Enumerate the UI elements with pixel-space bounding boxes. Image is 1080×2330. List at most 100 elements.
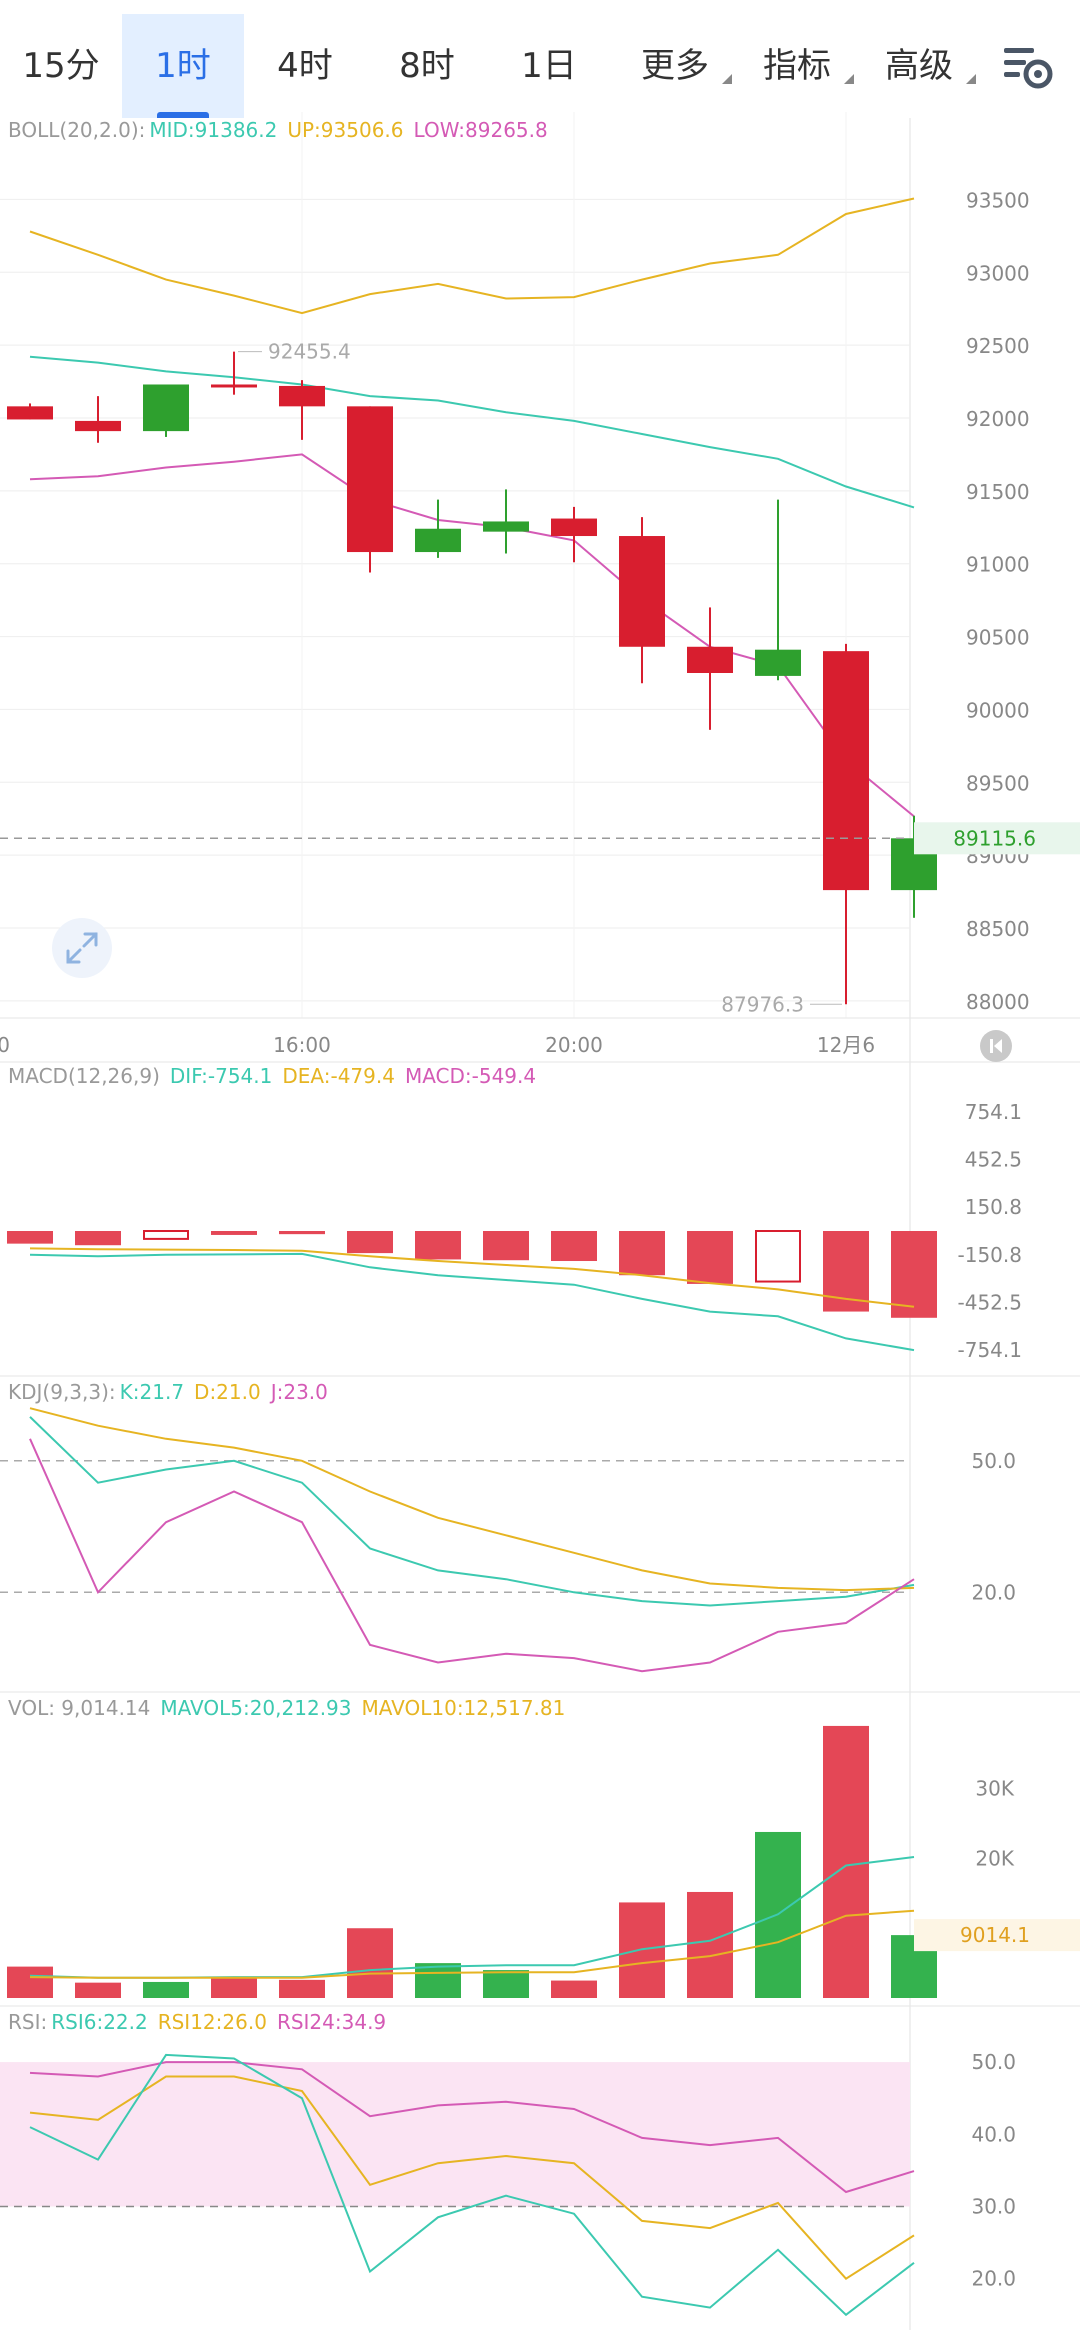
macd-hist-bar xyxy=(415,1231,461,1260)
chart-settings-icon[interactable] xyxy=(1000,40,1056,96)
volume-bar xyxy=(347,1928,393,1998)
kdj-legend: KDJ(9,3,3): K:21.7 D:21.0 J:23.0 xyxy=(8,1380,338,1404)
macd-y-tick-label: -754.1 xyxy=(958,1338,1022,1362)
main-y-tick-label: 90000 xyxy=(966,698,1030,722)
dropdown-triangle-icon xyxy=(722,74,732,84)
vol-y-tick-label: 20K xyxy=(975,1846,1014,1870)
boll-lower-line xyxy=(29,453,915,818)
boll-mid-line xyxy=(29,355,915,509)
macd-y-tick-label: -150.8 xyxy=(958,1243,1022,1267)
volume-bar xyxy=(687,1891,733,1998)
macd-dif-line xyxy=(29,1252,915,1352)
rsi12-line xyxy=(29,2075,915,2280)
candle-body xyxy=(755,649,801,676)
volume-bar xyxy=(211,1977,257,1998)
vol-legend-name: VOL: 9,014.14 xyxy=(8,1696,151,1720)
macd-dea-value: DEA:-479.4 xyxy=(282,1064,395,1088)
main-y-tick-label: 92000 xyxy=(966,407,1030,431)
volume-bar xyxy=(551,1980,597,1998)
macd-hist-bar xyxy=(7,1231,53,1244)
boll-low-value: LOW:89265.8 xyxy=(413,118,548,142)
macd-hist-bar xyxy=(551,1231,597,1262)
active-tab-indicator xyxy=(157,112,209,118)
main-y-tick-label: 91000 xyxy=(966,553,1030,577)
candle-body xyxy=(347,406,393,553)
macd-hist-bar xyxy=(687,1231,733,1284)
tab-4h[interactable]: 4时 xyxy=(244,14,366,118)
tab-label: 1日 xyxy=(521,46,577,86)
tab-label: 更多 xyxy=(641,46,709,86)
volume-bar xyxy=(7,1966,53,1998)
candle-body xyxy=(211,384,257,388)
dropdown-triangle-icon xyxy=(844,74,854,84)
macd-hist-bar xyxy=(483,1231,529,1261)
volume-bar xyxy=(483,1970,529,1998)
tab-label: 高级 xyxy=(885,46,953,86)
macd-y-tick-label: 452.5 xyxy=(965,1148,1022,1172)
candle-body xyxy=(279,385,325,407)
kdj-legend-name: KDJ(9,3,3): xyxy=(8,1380,116,1404)
main-y-tick-label: 90500 xyxy=(966,626,1030,650)
main-y-tick-label: 91500 xyxy=(966,480,1030,504)
tab-label: 8时 xyxy=(399,46,455,86)
rsi24-value: RSI24:34.9 xyxy=(276,2010,387,2034)
rsi12-value: RSI12:26.0 xyxy=(157,2010,267,2034)
boll-legend: BOLL(20,2.0): MID:91386.2 UP:93506.6 LOW:89… xyxy=(8,118,558,142)
macd-hist-bar xyxy=(143,1230,189,1240)
candle-body xyxy=(687,646,733,673)
macd-dif-value: DIF:-754.1 xyxy=(169,1064,273,1088)
vol-mavol10-value: MAVOL10:12,517.81 xyxy=(361,1696,566,1720)
rsi-y-tick-label: 20.0 xyxy=(971,2267,1016,2291)
tab-indicators[interactable]: 指标 xyxy=(742,14,854,118)
max-price-label: 92455.4 xyxy=(268,340,351,364)
boll-mid-value: MID:91386.2 xyxy=(149,118,278,142)
main-y-tick-label: 93500 xyxy=(966,188,1030,212)
rsi-y-tick-label: 50.0 xyxy=(971,2050,1016,2074)
macd-y-tick-label: 754.1 xyxy=(965,1100,1022,1124)
candle-body xyxy=(619,536,665,647)
kdj-k-value: K:21.7 xyxy=(119,1380,185,1404)
min-price-label: 87976.3 xyxy=(721,992,804,1016)
kdj-j-line xyxy=(29,1438,915,1673)
vol-legend: VOL: 9,014.14 MAVOL5:20,212.93 MAVOL10:12,… xyxy=(8,1696,575,1720)
tab-15min[interactable]: 15分 xyxy=(0,14,122,118)
candle-body xyxy=(551,518,597,537)
main-x-tick-label: 12月6 xyxy=(817,1033,875,1057)
rsi-band xyxy=(0,2062,910,2207)
candle-body xyxy=(143,384,189,432)
boll-legend-name: BOLL(20,2.0): xyxy=(8,118,146,142)
tab-1h[interactable]: 1时 xyxy=(122,14,244,118)
rsi24-line xyxy=(29,2061,915,2194)
mavol10-line xyxy=(29,1909,915,1979)
vol-y-tick-label: 30K xyxy=(975,1777,1014,1801)
back-to-latest-icon[interactable] xyxy=(980,1030,1012,1062)
macd-hist-bar xyxy=(347,1231,393,1254)
tab-1d[interactable]: 1日 xyxy=(488,14,610,118)
tab-label: 1时 xyxy=(155,46,211,86)
rsi-y-tick-label: 40.0 xyxy=(971,2122,1016,2146)
volume-tag xyxy=(914,1919,1080,1952)
main-y-tick-label: 93000 xyxy=(966,261,1030,285)
tab-more[interactable]: 更多 xyxy=(620,14,732,118)
volume-bar xyxy=(415,1963,461,1998)
macd-legend: MACD(12,26,9) DIF:-754.1 DEA:-479.4 MACD:-5… xyxy=(8,1064,546,1088)
tab-label: 15分 xyxy=(22,46,100,86)
boll-up-value: UP:93506.6 xyxy=(287,118,404,142)
macd-y-tick-label: 150.8 xyxy=(965,1195,1022,1219)
macd-hist-value: MACD:-549.4 xyxy=(404,1064,537,1088)
macd-hist-bar xyxy=(279,1231,325,1235)
main-y-tick-label: 88000 xyxy=(966,990,1030,1014)
tab-8h[interactable]: 8时 xyxy=(366,14,488,118)
vol-mavol5-value: MAVOL5:20,212.93 xyxy=(160,1696,352,1720)
main-y-tick-label: 92500 xyxy=(966,334,1030,358)
tab-advanced[interactable]: 高级 xyxy=(864,14,976,118)
last-price-tag-label: 89115.6 xyxy=(953,826,1036,850)
volume-bar xyxy=(75,1982,121,1998)
rsi6-line xyxy=(29,2053,915,2317)
main-x-tick-label: 20:00 xyxy=(545,1033,603,1057)
kdj-k-line xyxy=(29,1416,915,1607)
kdj-y-tick-label: 20.0 xyxy=(971,1580,1016,1604)
candle-body xyxy=(823,651,869,891)
expand-arrows-icon[interactable] xyxy=(52,918,112,978)
